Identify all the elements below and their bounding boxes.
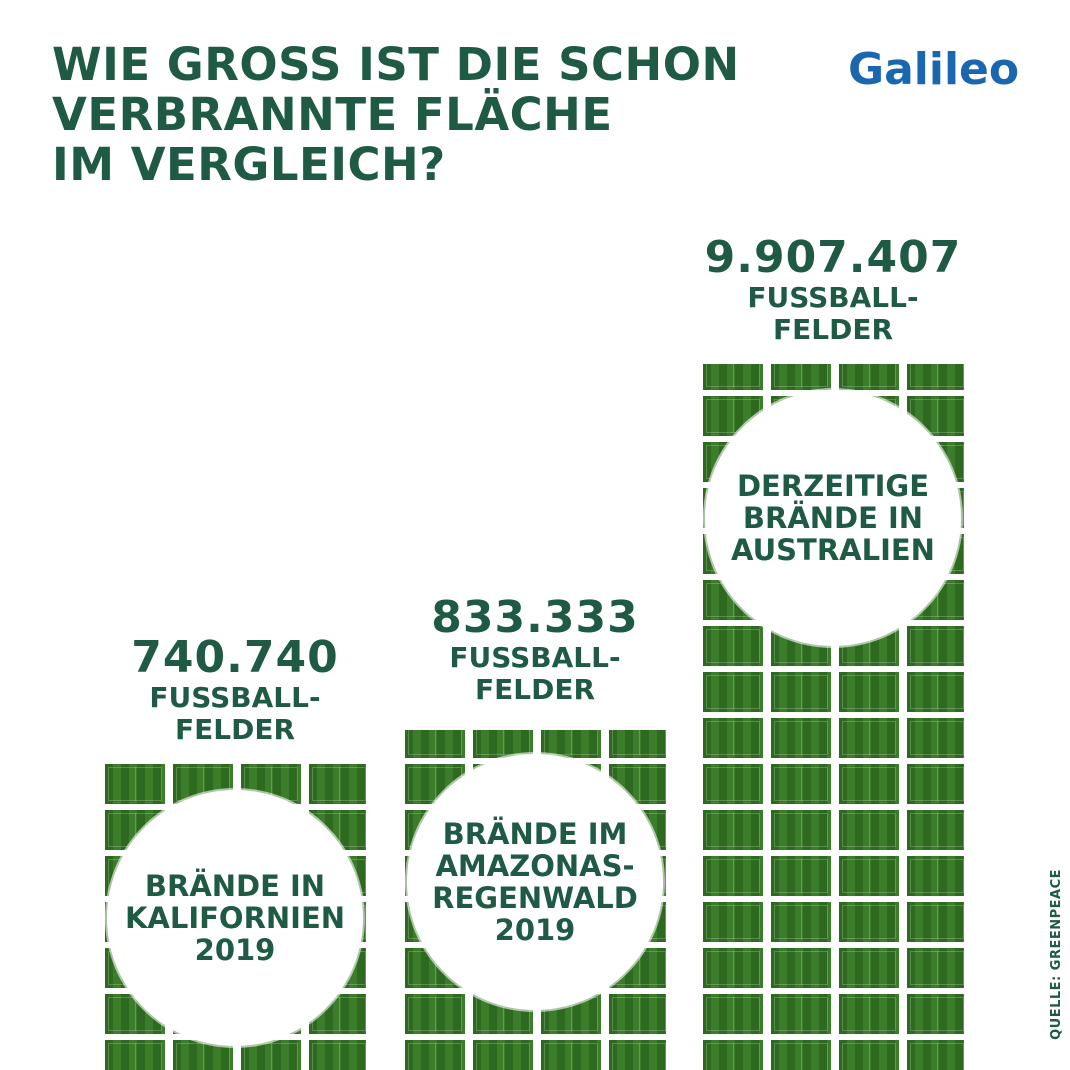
value-label: 833.333 FUSSBALL- FELDER (364, 594, 706, 706)
football-field-tile (771, 856, 831, 896)
value-unit: FUSSBALL- FELDER (449, 641, 621, 706)
football-field-tile (907, 810, 964, 850)
football-field-tile (907, 764, 964, 804)
source-note: QUELLE: GREENPEACE (1049, 869, 1064, 1040)
football-field-tile (907, 948, 964, 988)
football-field-tile (839, 718, 899, 758)
galileo-logo-text: Galileo (848, 44, 1019, 95)
football-field-tile (703, 1040, 763, 1070)
football-field-tile (473, 730, 533, 758)
football-field-tile (105, 764, 165, 804)
value-label: 740.740 FUSSBALL- FELDER (64, 634, 406, 746)
football-field-tile (771, 948, 831, 988)
headline: WIE GROSS IST DIE SCHON VERBRANNTE FLÄCH… (52, 40, 772, 190)
football-field-tile (405, 730, 465, 758)
football-field-tile (839, 764, 899, 804)
value-number: 9.907.407 (704, 232, 962, 283)
football-field-tile (309, 1040, 366, 1070)
bar-label-circle: DERZEITIGE BRÄNDE IN AUSTRALIEN (705, 390, 961, 646)
football-field-tile (703, 810, 763, 850)
football-field-tile (703, 948, 763, 988)
bar-label: DERZEITIGE BRÄNDE IN AUSTRALIEN (731, 469, 935, 567)
football-field-tile (839, 902, 899, 942)
value-number: 740.740 (131, 632, 339, 683)
football-field-tile (907, 856, 964, 896)
football-field-tile (703, 764, 763, 804)
bar-label-circle: BRÄNDE IN KALIFORNIEN 2019 (107, 790, 363, 1046)
bar-label: BRÄNDE IN KALIFORNIEN 2019 (124, 869, 346, 967)
football-field-tile (907, 718, 964, 758)
football-field-tile (703, 364, 763, 390)
football-field-tile (609, 1040, 666, 1070)
football-field-tile (703, 994, 763, 1034)
football-field-tile (907, 626, 964, 666)
football-field-tile (241, 1040, 301, 1070)
bar-amazonas: 833.333 FUSSBALL- FELDER BRÄNDE IM AMAZO… (404, 594, 666, 1070)
football-field-tile (703, 718, 763, 758)
football-field-tile (771, 672, 831, 712)
football-field-tile (771, 902, 831, 942)
football-field-tile (839, 672, 899, 712)
football-field-tile (703, 856, 763, 896)
headline-line-1: WIE GROSS IST DIE SCHON (52, 38, 740, 91)
football-field-tile (907, 1040, 964, 1070)
football-field-tile (541, 1040, 601, 1070)
football-field-tile (405, 994, 465, 1034)
football-field-tile (703, 672, 763, 712)
football-field-tile (839, 1040, 899, 1070)
football-field-tile (771, 994, 831, 1034)
value-label: 9.907.407 FUSSBALL- FELDER (662, 234, 1004, 346)
bar-kalifornien: 740.740 FUSSBALL- FELDER BRÄNDE IN KALIF… (104, 634, 366, 1070)
value-unit: FUSSBALL- FELDER (747, 281, 919, 346)
football-field-tile (907, 672, 964, 712)
bar-label: BRÄNDE IM AMAZONAS- REGENWALD 2019 (432, 817, 638, 947)
bar-label-circle: BRÄNDE IM AMAZONAS- REGENWALD 2019 (407, 754, 663, 1010)
football-field-tile (771, 810, 831, 850)
football-field-tile (839, 856, 899, 896)
football-field-tile (609, 730, 666, 758)
bar-australien: 9.907.407 FUSSBALL- FELDER DERZEITIGE BR… (702, 234, 964, 1070)
football-field-tile (771, 764, 831, 804)
football-field-tile (839, 994, 899, 1034)
headline-line-3: IM VERGLEICH? (52, 138, 446, 191)
football-field-tile (771, 1040, 831, 1070)
value-unit: FUSSBALL- FELDER (149, 681, 321, 746)
football-field-tile (907, 994, 964, 1034)
value-number: 833.333 (431, 592, 639, 643)
football-field-tile (609, 994, 666, 1034)
football-field-tile (771, 718, 831, 758)
football-field-tile (839, 810, 899, 850)
football-field-tile (541, 730, 601, 758)
football-field-tile (771, 364, 831, 390)
football-field-tile (105, 1040, 165, 1070)
galileo-logo: Galileo (848, 44, 1019, 95)
headline-line-2: VERBRANNTE FLÄCHE (52, 88, 613, 141)
football-field-tile (839, 948, 899, 988)
football-field-tile (839, 364, 899, 390)
football-field-tile (703, 902, 763, 942)
football-field-tile (405, 1040, 465, 1070)
football-field-tile (907, 364, 964, 390)
football-field-tile (473, 1040, 533, 1070)
football-field-tile (907, 902, 964, 942)
football-field-tile (309, 764, 366, 804)
football-field-tile (703, 626, 763, 666)
